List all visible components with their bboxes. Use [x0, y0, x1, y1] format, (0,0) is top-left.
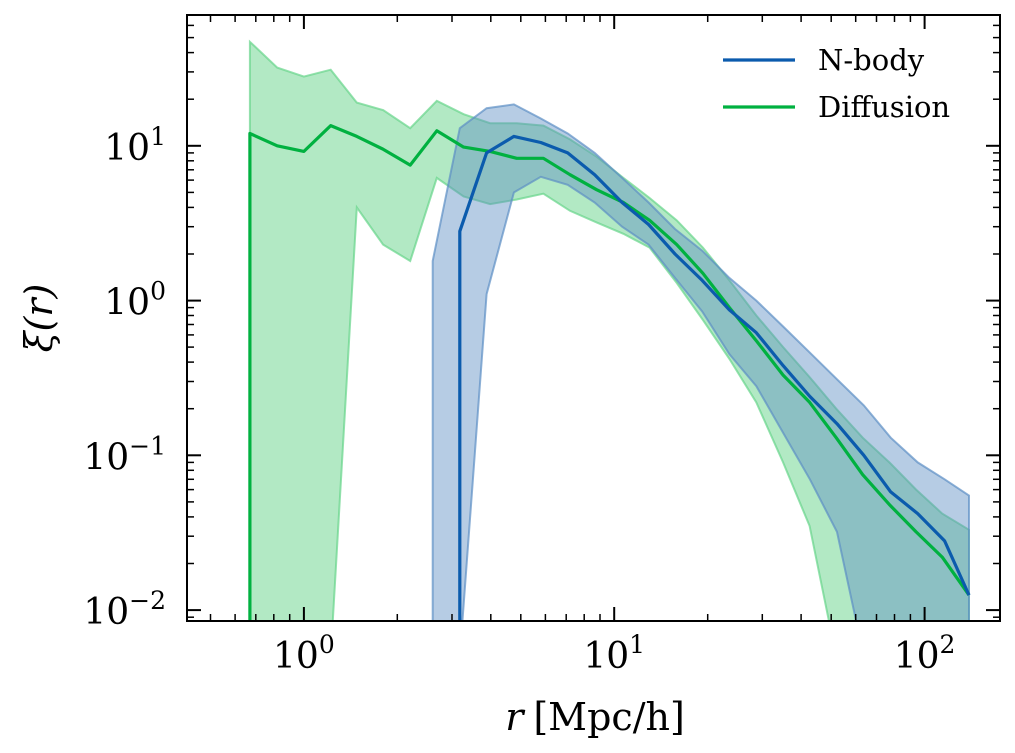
- series-lines: [248, 123, 971, 621]
- axis-ticks: [187, 14, 1000, 621]
- x-axis-label: r [Mpc/h]: [505, 695, 685, 739]
- x-tick-label: 101: [583, 630, 645, 677]
- y-tick-label: 10−1: [83, 431, 166, 478]
- x-tick-label: 100: [273, 630, 335, 677]
- plot-frame: [186, 14, 1001, 622]
- x-tick-label: 102: [894, 630, 956, 677]
- axis-tick-labels: 100 101 102 101 100 10−1 10−2: [83, 122, 955, 677]
- legend-label-n-body: N-body: [818, 43, 925, 77]
- y-axis-label: ξ(r): [17, 284, 61, 353]
- y-tick-label: 101: [104, 122, 166, 169]
- n-body-error-band: [431, 103, 970, 621]
- n-body-line: [458, 134, 971, 621]
- y-tick-label: 10−2: [83, 586, 166, 633]
- legend: N-body Diffusion: [723, 43, 950, 124]
- diffusion-line: [248, 123, 971, 621]
- legend-label-diffusion: Diffusion: [818, 90, 950, 124]
- y-tick-label: 100: [104, 277, 166, 324]
